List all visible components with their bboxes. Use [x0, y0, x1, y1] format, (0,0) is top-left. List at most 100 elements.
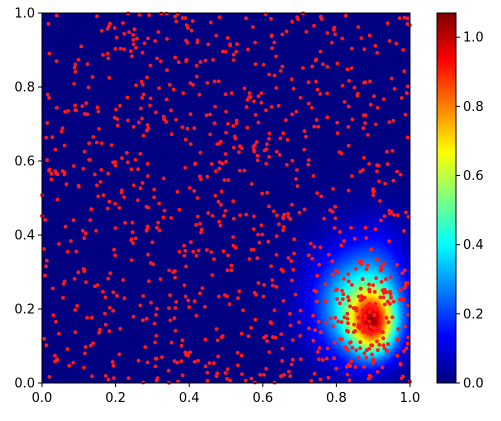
scatter-point [73, 330, 78, 335]
scatter-point [118, 46, 123, 51]
scatter-point [372, 290, 377, 294]
scatter-point [384, 277, 388, 282]
scatter-point [137, 12, 142, 17]
scatter-point [156, 30, 161, 34]
scatter-point [368, 102, 373, 107]
scatter-point [340, 297, 345, 301]
scatter-point [281, 228, 285, 233]
scatter-point [107, 329, 112, 333]
scatter-point [234, 121, 239, 126]
scatter-point [44, 258, 49, 263]
scatter-point [354, 348, 359, 353]
scatter-point [105, 51, 110, 56]
scatter-point [148, 96, 153, 101]
scatter-point [391, 118, 396, 123]
scatter-point [256, 94, 261, 99]
scatter-point [367, 319, 372, 324]
scatter-point [346, 279, 351, 284]
scatter-point [45, 158, 49, 162]
scatter-point [320, 358, 325, 362]
scatter-point [153, 340, 158, 345]
scatter-point [252, 143, 257, 148]
scatter-point [376, 163, 381, 168]
scatter-point [335, 287, 339, 292]
scatter-point [397, 16, 402, 21]
scatter-point [86, 85, 91, 90]
scatter-point [349, 226, 353, 230]
scatter-point [378, 295, 383, 300]
scatter-point [349, 359, 354, 364]
scatter-point [266, 239, 271, 244]
scatter-point [173, 328, 178, 333]
scatter-point [276, 103, 281, 108]
scatter-point [73, 70, 78, 74]
scatter-point [366, 376, 371, 381]
scatter-point [371, 357, 376, 362]
scatter-point [398, 288, 403, 293]
scatter-point [388, 275, 393, 279]
scatter-point [370, 304, 375, 309]
scatter-point [145, 174, 150, 179]
scatter-point [82, 365, 86, 370]
scatter-point [229, 263, 234, 268]
scatter-point [192, 126, 197, 131]
scatter-point [119, 188, 124, 193]
scatter-point [324, 320, 329, 325]
scatter-point [131, 183, 136, 188]
scatter-point [216, 354, 221, 359]
scatter-point [272, 40, 277, 45]
scatter-point [377, 342, 382, 347]
scatter-point [325, 346, 330, 351]
scatter-point [315, 350, 320, 354]
scatter-point [153, 364, 158, 369]
scatter-point [53, 353, 57, 358]
scatter-point [355, 93, 360, 98]
scatter-point [350, 174, 354, 178]
scatter-point [113, 163, 118, 168]
scatter-point [195, 38, 200, 43]
scatter-point [345, 328, 349, 333]
scatter-point [131, 33, 136, 37]
scatter-point [282, 212, 287, 217]
scatter-point [291, 86, 296, 91]
scatter-point [242, 86, 247, 91]
scatter-point [192, 189, 197, 193]
scatter-point [106, 56, 111, 61]
scatter-point [288, 217, 293, 222]
scatter-point [382, 214, 387, 219]
scatter-point [187, 186, 192, 190]
scatter-point [83, 345, 88, 349]
scatter-point [368, 302, 372, 307]
scatter-point [265, 190, 270, 195]
scatter-point [44, 264, 48, 269]
scatter-point [363, 113, 368, 118]
scatter-point [404, 91, 409, 95]
scatter-point [285, 162, 289, 167]
scatter-point [134, 45, 138, 50]
scatter-point [74, 249, 79, 254]
scatter-point [209, 250, 214, 255]
scatter-point [115, 293, 119, 298]
scatter-point [71, 164, 76, 168]
scatter-point [113, 160, 118, 164]
colorbar-tick-label: 0.6 [463, 169, 484, 184]
scatter-point [350, 117, 355, 122]
scatter-point [123, 220, 127, 225]
scatter-point [244, 16, 249, 21]
scatter-point [76, 270, 81, 275]
scatter-point [333, 315, 338, 320]
scatter-point [216, 199, 221, 204]
scatter-point [225, 294, 230, 299]
scatter-point [173, 55, 178, 60]
scatter-point [95, 105, 100, 110]
scatter-point [238, 144, 242, 149]
scatter-point [265, 142, 269, 147]
scatter-point [332, 340, 337, 345]
scatter-point [183, 137, 188, 142]
scatter-point [231, 58, 236, 62]
scatter-point [342, 276, 346, 281]
scatter-point [269, 105, 274, 109]
scatter-point [343, 345, 348, 350]
scatter-point [138, 186, 143, 191]
scatter-point [99, 168, 104, 172]
